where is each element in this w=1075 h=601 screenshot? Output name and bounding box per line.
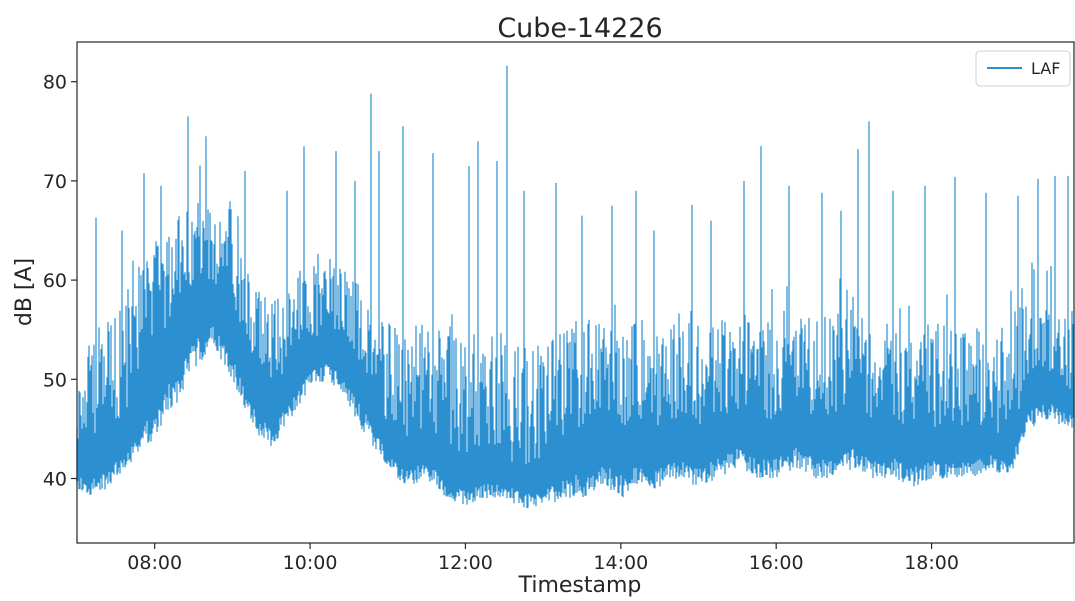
y-axis: 40 50 60 70 80 bbox=[43, 72, 77, 491]
x-tick-label: 16:00 bbox=[749, 552, 804, 574]
x-tick-label: 14:00 bbox=[593, 552, 648, 574]
series-layer bbox=[76, 65, 1075, 509]
x-axis: 08:00 10:00 12:00 14:00 16:00 18:00 bbox=[127, 543, 959, 574]
y-tick-label: 40 bbox=[43, 469, 67, 491]
x-tick-label: 18:00 bbox=[904, 552, 959, 574]
y-axis-label: dB [A] bbox=[12, 258, 37, 326]
y-tick-label: 60 bbox=[43, 270, 67, 292]
x-tick-label: 08:00 bbox=[127, 552, 182, 574]
x-tick-label: 10:00 bbox=[283, 552, 338, 574]
y-tick-label: 80 bbox=[43, 72, 67, 94]
y-tick-label: 70 bbox=[43, 171, 67, 193]
legend: LAF bbox=[975, 50, 1071, 87]
chart-title: Cube-14226 bbox=[497, 13, 662, 44]
y-tick-label: 50 bbox=[43, 369, 67, 391]
x-tick-label: 12:00 bbox=[438, 552, 493, 574]
series-line-laf bbox=[76, 65, 1075, 509]
x-axis-label: Timestamp bbox=[518, 573, 642, 598]
legend-box bbox=[975, 50, 1071, 87]
legend-label: LAF bbox=[1031, 59, 1060, 78]
plot-frame bbox=[76, 41, 1075, 544]
